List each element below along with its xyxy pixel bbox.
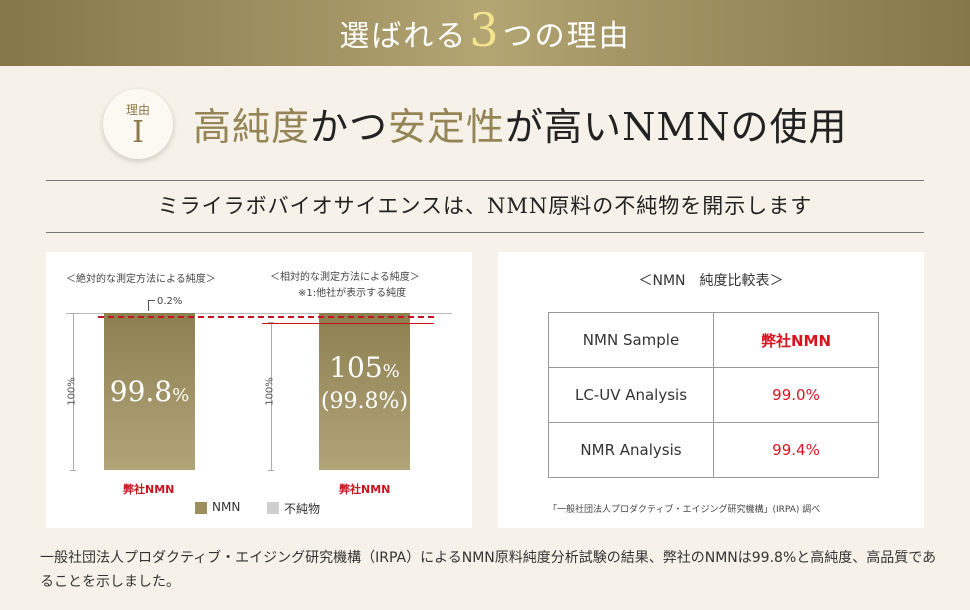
divider-bottom [46, 232, 924, 233]
page-title: 高純度かつ安定性が高いNMNの使用 [193, 96, 848, 151]
legend-label-nmn: NMN [212, 500, 241, 514]
chart-sub-caption: ※1:他社が表示する純度 [298, 288, 407, 299]
table-cell-value: 99.4% [713, 422, 879, 478]
chart-caption-right: ＜相対的な測定方法による純度＞ [270, 272, 420, 283]
legend-swatch-nmn [195, 502, 207, 514]
divider-top [46, 180, 924, 181]
category-label: 弊社NMN [123, 483, 175, 496]
comparison-source: 「一般社団法人プロダクティブ・エイジング研究機構」(IRPA) 調べ [548, 505, 821, 515]
chart-caption-left: ＜絶対的な測定方法による純度＞ [66, 274, 216, 285]
reason-roman: I [132, 114, 144, 150]
headline-part: 高純度 [193, 105, 311, 149]
banner-number: 3 [469, 3, 501, 57]
headline-part: NMN [622, 105, 731, 149]
axis-tick [268, 470, 274, 471]
axis-tick [268, 322, 274, 323]
headline-part: の使用 [730, 105, 848, 149]
table-cell-value: 99.0% [713, 367, 879, 423]
table-cell-label: LC-UV Analysis [548, 367, 714, 423]
axis-tick [70, 313, 76, 314]
impurity-callout-line [148, 300, 155, 311]
legend-swatch-impurity [267, 502, 279, 514]
impurity-dashed-line [98, 316, 434, 318]
headline-part: が高い [505, 105, 623, 149]
bar-value-unit: % [382, 361, 400, 382]
bar-value-sub: (99.8%) [320, 389, 409, 414]
table-cell-label: NMR Analysis [548, 422, 714, 478]
table-cell-value: 弊社NMN [713, 312, 879, 368]
bar-nmn-absolute: 99.8% [104, 313, 195, 470]
bar-value-main: 99.8 [109, 375, 173, 408]
headline-part: 安定性 [388, 105, 506, 149]
table-cell-label: NMN Sample [548, 312, 714, 368]
impurity-label: 0.2% [157, 296, 183, 307]
reason-label: 理由 [125, 102, 150, 117]
comparison-title: ＜NMN 純度比較表＞ [638, 273, 784, 289]
table-row: NMR Analysis 99.4% [548, 422, 879, 478]
comparison-table: NMN Sample 弊社NMN LC-UV Analysis 99.0% NM… [548, 312, 879, 478]
y-axis-left [73, 313, 74, 470]
table-row: NMN Sample 弊社NMN [548, 312, 879, 368]
reason-badge: 理由 I [103, 89, 173, 159]
footnote-text: 一般社団法人プロダクティブ・エイジング研究機構（IRPA）によるNMN原料純度分… [40, 550, 937, 590]
subheading: ミライラボバイオサイエンスは、NMN原料の不純物を開示します [157, 194, 813, 218]
y-axis-right [271, 322, 272, 470]
headline-part: かつ [310, 105, 389, 149]
category-label: 弊社NMN [339, 483, 391, 496]
y-axis-label-right: 100% [264, 377, 276, 406]
bar-nmn-relative: 105% (99.8%) [319, 313, 410, 470]
banner-post: つの理由 [502, 19, 631, 54]
table-row: LC-UV Analysis 99.0% [548, 367, 879, 423]
section-banner: 選ばれる 3 つの理由 [0, 0, 970, 66]
bar-value-unit: % [172, 385, 190, 406]
banner-pre: 選ばれる [339, 19, 468, 54]
bar-value-main: 105 [329, 351, 383, 384]
y-axis-label-left: 100% [66, 377, 78, 406]
legend-label-impurity: 不純物 [284, 502, 321, 516]
axis-tick [70, 470, 76, 471]
chart-top-gridline [66, 313, 452, 314]
competitor-purity-line [262, 323, 434, 324]
